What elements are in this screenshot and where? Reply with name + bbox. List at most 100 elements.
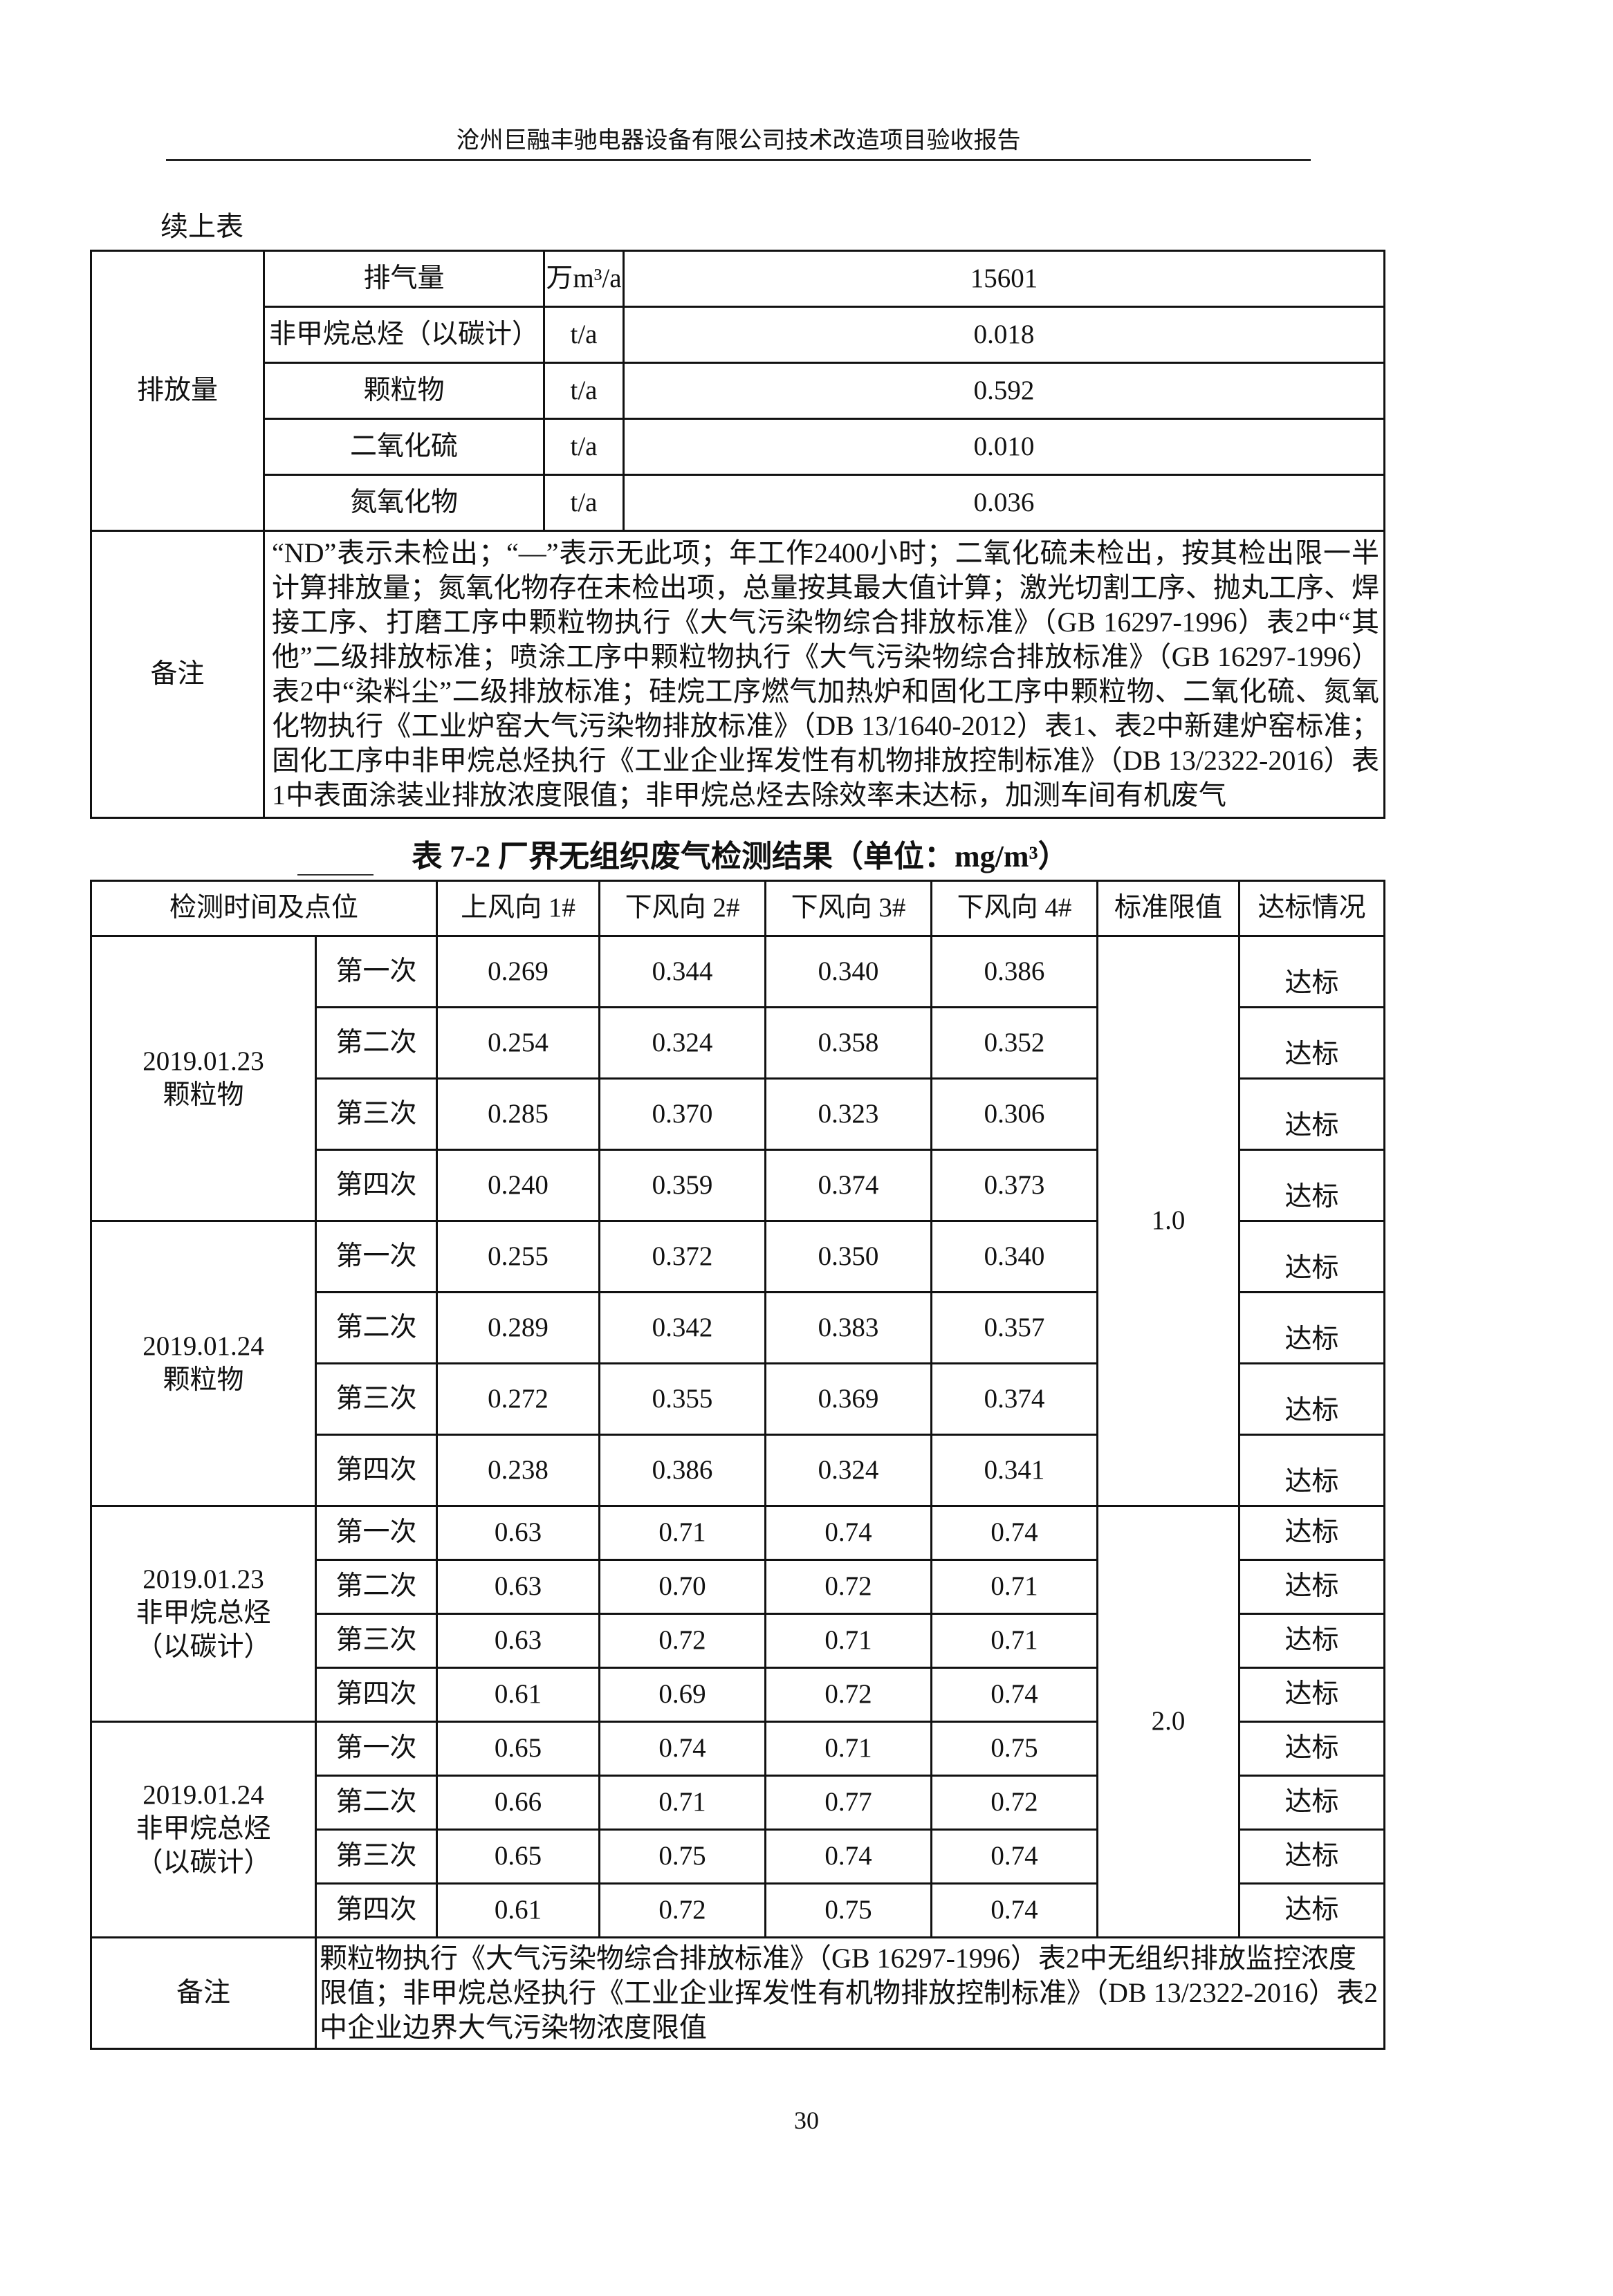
status-cell: 达标 bbox=[1238, 1559, 1386, 1615]
column-header: 下风向 4# bbox=[930, 880, 1099, 937]
note-text: “ND”表示未检出；“—”表示无此项；年工作2400小时；二氧化硫未检出，按其检… bbox=[263, 530, 1385, 819]
table-row: 排放量 排气量 万m³/a 15601 bbox=[90, 250, 1385, 532]
sample-time: 第四次 bbox=[314, 1434, 439, 1507]
value-cell: 0.358 bbox=[764, 1006, 933, 1080]
table-row: 第四次 0.240 0.359 0.374 0.373 达标 bbox=[91, 1149, 1386, 1222]
value-cell: 0.355 bbox=[598, 1362, 767, 1436]
sample-time: 第二次 bbox=[314, 1775, 439, 1831]
unit-cell: t/a bbox=[543, 418, 625, 476]
value-cell: 0.71 bbox=[930, 1559, 1099, 1615]
status-cell: 达标 bbox=[1238, 1362, 1386, 1436]
note-row: 备注 “ND”表示未检出；“—”表示无此项；年工作2400小时；二氧化硫未检出，按… bbox=[90, 530, 1385, 819]
emission-table: 排放量 排气量 万m³/a 15601 非甲烷总烃（以碳计） t/a 0.018 颗粒物 t/a… bbox=[90, 250, 1385, 819]
item-cell: 颗粒物 bbox=[263, 362, 545, 420]
value-cell: 0.036 bbox=[623, 474, 1385, 532]
sample-time: 第一次 bbox=[314, 935, 439, 1008]
value-cell: 0.74 bbox=[598, 1721, 767, 1777]
status-cell: 达标 bbox=[1238, 935, 1386, 1008]
sample-time: 第二次 bbox=[314, 1559, 439, 1615]
value-cell: 0.272 bbox=[436, 1362, 601, 1436]
group-label: 2019.01.24 非甲烷总烃 （以碳计） bbox=[90, 1721, 317, 1938]
value-cell: 0.65 bbox=[436, 1721, 601, 1777]
value-cell: 0.592 bbox=[623, 362, 1385, 420]
value-cell: 0.72 bbox=[598, 1882, 767, 1938]
note-text: 颗粒物执行《大气污染物综合排放标准》（GB 16297-1996）表2中无组织排… bbox=[314, 1936, 1386, 2050]
value-cell: 0.74 bbox=[930, 1505, 1099, 1561]
column-header: 标准限值 bbox=[1096, 880, 1241, 937]
status-cell: 达标 bbox=[1238, 1434, 1386, 1507]
value-cell: 0.306 bbox=[930, 1077, 1099, 1151]
value-cell: 0.75 bbox=[764, 1882, 933, 1938]
table-row: 氮氧化物 t/a 0.036 bbox=[91, 474, 1385, 532]
table-row: 颗粒物 t/a 0.592 bbox=[91, 362, 1385, 420]
value-cell: 0.254 bbox=[436, 1006, 601, 1080]
value-cell: 0.386 bbox=[598, 1434, 767, 1507]
value-cell: 0.71 bbox=[764, 1721, 933, 1777]
table-row: 2019.01.24 颗粒物 第一次 0.255 0.372 0.350 0.340 达标 bbox=[90, 1220, 1386, 1507]
value-cell: 0.374 bbox=[930, 1362, 1099, 1436]
table-row: 第二次 0.66 0.71 0.77 0.72 达标 bbox=[91, 1775, 1386, 1831]
value-cell: 0.63 bbox=[436, 1505, 601, 1561]
limit-cell: 2.0 bbox=[1096, 1505, 1241, 1938]
value-cell: 0.74 bbox=[764, 1505, 933, 1561]
table-row: 第三次 0.285 0.370 0.323 0.306 达标 bbox=[91, 1077, 1386, 1151]
value-cell: 0.341 bbox=[930, 1434, 1099, 1507]
value-cell: 15601 bbox=[623, 250, 1385, 308]
value-cell: 0.340 bbox=[764, 935, 933, 1008]
value-cell: 0.372 bbox=[598, 1220, 767, 1293]
value-cell: 0.63 bbox=[436, 1559, 601, 1615]
header-row: 检测时间及点位 上风向 1# 下风向 2# 下风向 3# 下风向 4# 标准限值 达标情况 bbox=[89, 880, 1386, 937]
table-row: 第四次 0.61 0.72 0.75 0.74 达标 bbox=[91, 1882, 1386, 1938]
group-label: 排放量 bbox=[90, 250, 265, 532]
status-cell: 达标 bbox=[1238, 1775, 1386, 1831]
limit-cell: 1.0 bbox=[1096, 935, 1241, 1507]
value-cell: 0.369 bbox=[764, 1362, 933, 1436]
value-cell: 0.72 bbox=[598, 1613, 767, 1669]
value-cell: 0.66 bbox=[436, 1775, 601, 1831]
item-cell: 二氧化硫 bbox=[263, 418, 545, 476]
column-header: 检测时间及点位 bbox=[89, 880, 439, 937]
value-cell: 0.63 bbox=[436, 1613, 601, 1669]
value-cell: 0.373 bbox=[930, 1149, 1099, 1222]
value-cell: 0.61 bbox=[436, 1667, 601, 1723]
sample-time: 第四次 bbox=[314, 1882, 439, 1938]
value-cell: 0.350 bbox=[764, 1220, 933, 1293]
group-label: 2019.01.23 颗粒物 bbox=[90, 935, 317, 1222]
header-divider bbox=[166, 159, 1311, 161]
note-label: 备注 bbox=[90, 530, 265, 819]
value-cell: 0.324 bbox=[598, 1006, 767, 1080]
value-cell: 0.383 bbox=[764, 1291, 933, 1364]
table-title: 表 7-2 厂界无组织废气检测结果（单位：mg/m³） bbox=[412, 840, 1069, 873]
note-label: 备注 bbox=[90, 1936, 317, 2050]
value-cell: 0.285 bbox=[436, 1077, 601, 1151]
sample-time: 第四次 bbox=[314, 1149, 439, 1222]
column-header: 达标情况 bbox=[1238, 880, 1386, 937]
value-cell: 0.010 bbox=[623, 418, 1385, 476]
column-header: 下风向 3# bbox=[764, 880, 933, 937]
sample-time: 第一次 bbox=[314, 1505, 439, 1561]
continued-label: 续上表 bbox=[160, 211, 243, 242]
value-cell: 0.74 bbox=[930, 1829, 1099, 1885]
table-row: 第四次 0.238 0.386 0.324 0.341 达标 bbox=[91, 1434, 1386, 1507]
table-row: 第四次 0.61 0.69 0.72 0.74 达标 bbox=[91, 1667, 1386, 1723]
sample-time: 第一次 bbox=[314, 1220, 439, 1293]
value-cell: 0.65 bbox=[436, 1829, 601, 1885]
table-row: 非甲烷总烃（以碳计） t/a 0.018 bbox=[91, 306, 1385, 364]
item-cell: 排气量 bbox=[263, 250, 545, 308]
table-row: 第三次 0.272 0.355 0.369 0.374 达标 bbox=[91, 1362, 1386, 1436]
value-cell: 0.238 bbox=[436, 1434, 601, 1507]
value-cell: 0.386 bbox=[930, 935, 1099, 1008]
group-label: 2019.01.23 非甲烷总烃 （以碳计） bbox=[90, 1505, 317, 1723]
status-cell: 达标 bbox=[1238, 1721, 1386, 1777]
value-cell: 0.359 bbox=[598, 1149, 767, 1222]
value-cell: 0.352 bbox=[930, 1006, 1099, 1080]
status-cell: 达标 bbox=[1238, 1667, 1386, 1723]
page-number: 30 bbox=[794, 2107, 819, 2134]
value-cell: 0.72 bbox=[764, 1667, 933, 1723]
value-cell: 0.018 bbox=[623, 306, 1385, 364]
value-cell: 0.61 bbox=[436, 1882, 601, 1938]
unit-cell: t/a bbox=[543, 362, 625, 420]
value-cell: 0.72 bbox=[764, 1559, 933, 1615]
status-cell: 达标 bbox=[1238, 1291, 1386, 1364]
table-row: 2019.01.24 非甲烷总烃 （以碳计） 第一次 0.65 0.74 0.71 0.7… bbox=[90, 1721, 1386, 1938]
